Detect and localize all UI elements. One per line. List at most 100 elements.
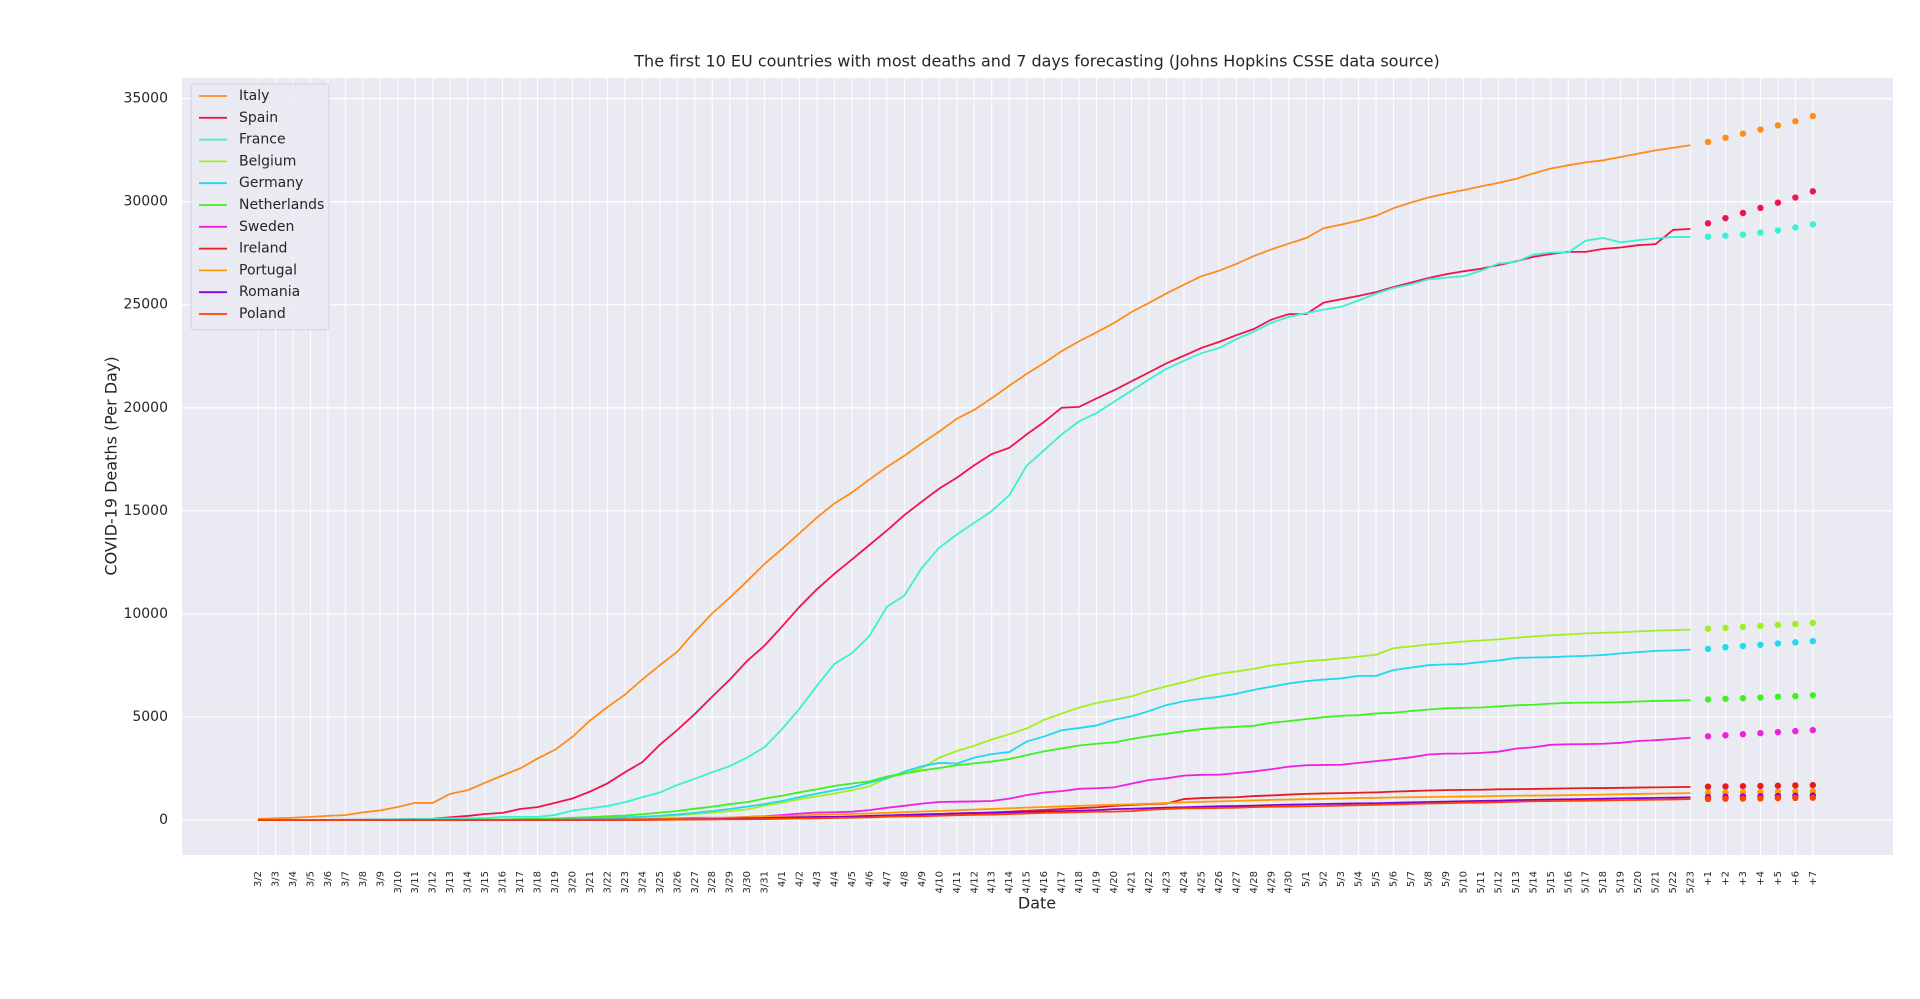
x-tick-label: +7	[1808, 871, 1819, 886]
forecast-dot	[1722, 644, 1729, 651]
x-tick-label: 4/18	[1074, 871, 1085, 893]
forecast-dot	[1774, 640, 1782, 647]
legend-label: Italy	[239, 88, 269, 104]
forecast-dot	[1809, 112, 1817, 120]
forecast-dot	[1792, 782, 1799, 789]
x-tick-label: 4/2	[795, 871, 806, 887]
x-tick-label: 3/5	[305, 871, 316, 887]
legend-label: Netherlands	[239, 197, 324, 213]
x-tick-label: 3/10	[393, 871, 404, 893]
forecast-dot	[1774, 728, 1782, 736]
x-tick-label: 4/15	[1022, 871, 1033, 893]
x-axis-label: Date	[1018, 894, 1056, 913]
forecast-dot	[1739, 209, 1747, 217]
x-tick-label: 5/3	[1336, 871, 1347, 887]
x-tick-label: 3/2	[253, 871, 264, 887]
forecast-dot	[1704, 220, 1712, 227]
x-tick-label: 5/21	[1651, 871, 1662, 893]
forecast-dot	[1757, 126, 1764, 133]
x-tick-label: 3/29	[725, 871, 736, 893]
series-line	[258, 798, 1691, 821]
x-tick-label: 3/31	[760, 871, 771, 893]
x-tick-label: 4/4	[830, 871, 841, 887]
x-tick-label: 3/15	[480, 871, 491, 893]
forecast-dot	[1704, 795, 1712, 803]
x-tick-label: 4/20	[1109, 871, 1120, 893]
x-tick-label: +2	[1720, 871, 1731, 886]
forecast-dot	[1739, 795, 1747, 802]
legend-label: Portugal	[239, 262, 297, 278]
forecast-dot	[1809, 221, 1817, 228]
x-tick-label: 4/12	[969, 871, 980, 893]
forecast-dot	[1809, 794, 1817, 801]
forecast-dot	[1704, 783, 1712, 790]
x-tick-label: 4/23	[1161, 871, 1172, 893]
forecast-dot	[1809, 692, 1817, 699]
x-tick-label: 5/16	[1563, 871, 1574, 893]
forecast-dot	[1792, 727, 1799, 735]
x-tick-label: 3/25	[655, 871, 666, 893]
forecast-dot	[1774, 122, 1782, 129]
x-tick-label: 5/1	[1301, 871, 1312, 887]
forecast-dot	[1757, 229, 1764, 236]
forecast-dot	[1757, 694, 1764, 701]
forecast-dot	[1722, 232, 1729, 239]
forecast-dot	[1722, 695, 1729, 702]
forecast-dot	[1809, 188, 1817, 195]
x-tick-label: 4/27	[1231, 871, 1242, 893]
x-tick-label: 3/20	[567, 871, 578, 893]
x-tick-label: 5/19	[1616, 871, 1627, 893]
x-tick-label: 5/23	[1686, 871, 1697, 893]
legend-label: Germany	[239, 175, 303, 191]
y-axis-label: COVID-19 Deaths (Per Day)	[102, 356, 121, 575]
x-tick-label: 4/13	[987, 871, 998, 893]
forecast-dot	[1739, 231, 1747, 238]
x-tick-label: 3/6	[323, 871, 334, 887]
forecast-dot	[1722, 795, 1729, 802]
x-tick-label: 3/28	[707, 871, 718, 893]
x-tick-label: 3/7	[340, 871, 351, 887]
x-tick-label: 5/4	[1354, 871, 1365, 887]
x-tick-label: 4/17	[1057, 871, 1068, 893]
forecast-dot	[1792, 118, 1799, 125]
y-tick-label: 0	[159, 812, 168, 828]
x-tick-label: +5	[1773, 871, 1784, 886]
forecast-dot	[1792, 224, 1799, 231]
series-line	[257, 236, 1691, 821]
x-tick-label: 3/12	[428, 871, 439, 893]
x-tick-label: 5/7	[1406, 871, 1417, 887]
x-tick-label: 5/8	[1423, 871, 1434, 887]
forecast-dot	[1757, 782, 1764, 790]
x-tick-label: 3/26	[672, 871, 683, 893]
x-tick-label: 4/14	[1004, 871, 1015, 893]
x-tick-label: 3/4	[288, 871, 299, 887]
x-tick-label: 4/6	[864, 871, 875, 887]
forecast-dot	[1792, 692, 1799, 700]
forecast-dot	[1809, 619, 1817, 627]
x-tick-label: 3/18	[533, 871, 544, 893]
x-tick-label: 5/10	[1458, 871, 1469, 893]
x-tick-label: 3/9	[375, 871, 386, 887]
x-tick-label: 4/5	[847, 871, 858, 887]
forecast-dot	[1774, 199, 1782, 206]
forecast-dot	[1774, 227, 1782, 234]
x-tick-label: 4/19	[1092, 871, 1103, 893]
x-tick-label: 4/28	[1249, 871, 1260, 893]
x-tick-label: 4/22	[1144, 871, 1155, 893]
forecast-dot	[1739, 731, 1747, 738]
x-tick-label: 3/13	[445, 871, 456, 893]
forecast-dot	[1704, 625, 1712, 632]
x-tick-label: 4/30	[1284, 871, 1295, 893]
x-tick-label: 3/11	[410, 871, 421, 893]
x-tick-label: 4/26	[1214, 871, 1225, 893]
legend-label: Romania	[239, 284, 300, 300]
x-tick-label: 5/14	[1528, 871, 1539, 893]
x-tick-label: 5/15	[1546, 871, 1557, 893]
x-tick-label: 5/18	[1598, 871, 1609, 893]
series-line	[257, 144, 1691, 820]
x-tick-label: 5/5	[1371, 871, 1382, 887]
legend-label: Spain	[239, 110, 278, 126]
y-tick-label: 20000	[123, 400, 168, 416]
forecast-dot	[1739, 130, 1747, 137]
